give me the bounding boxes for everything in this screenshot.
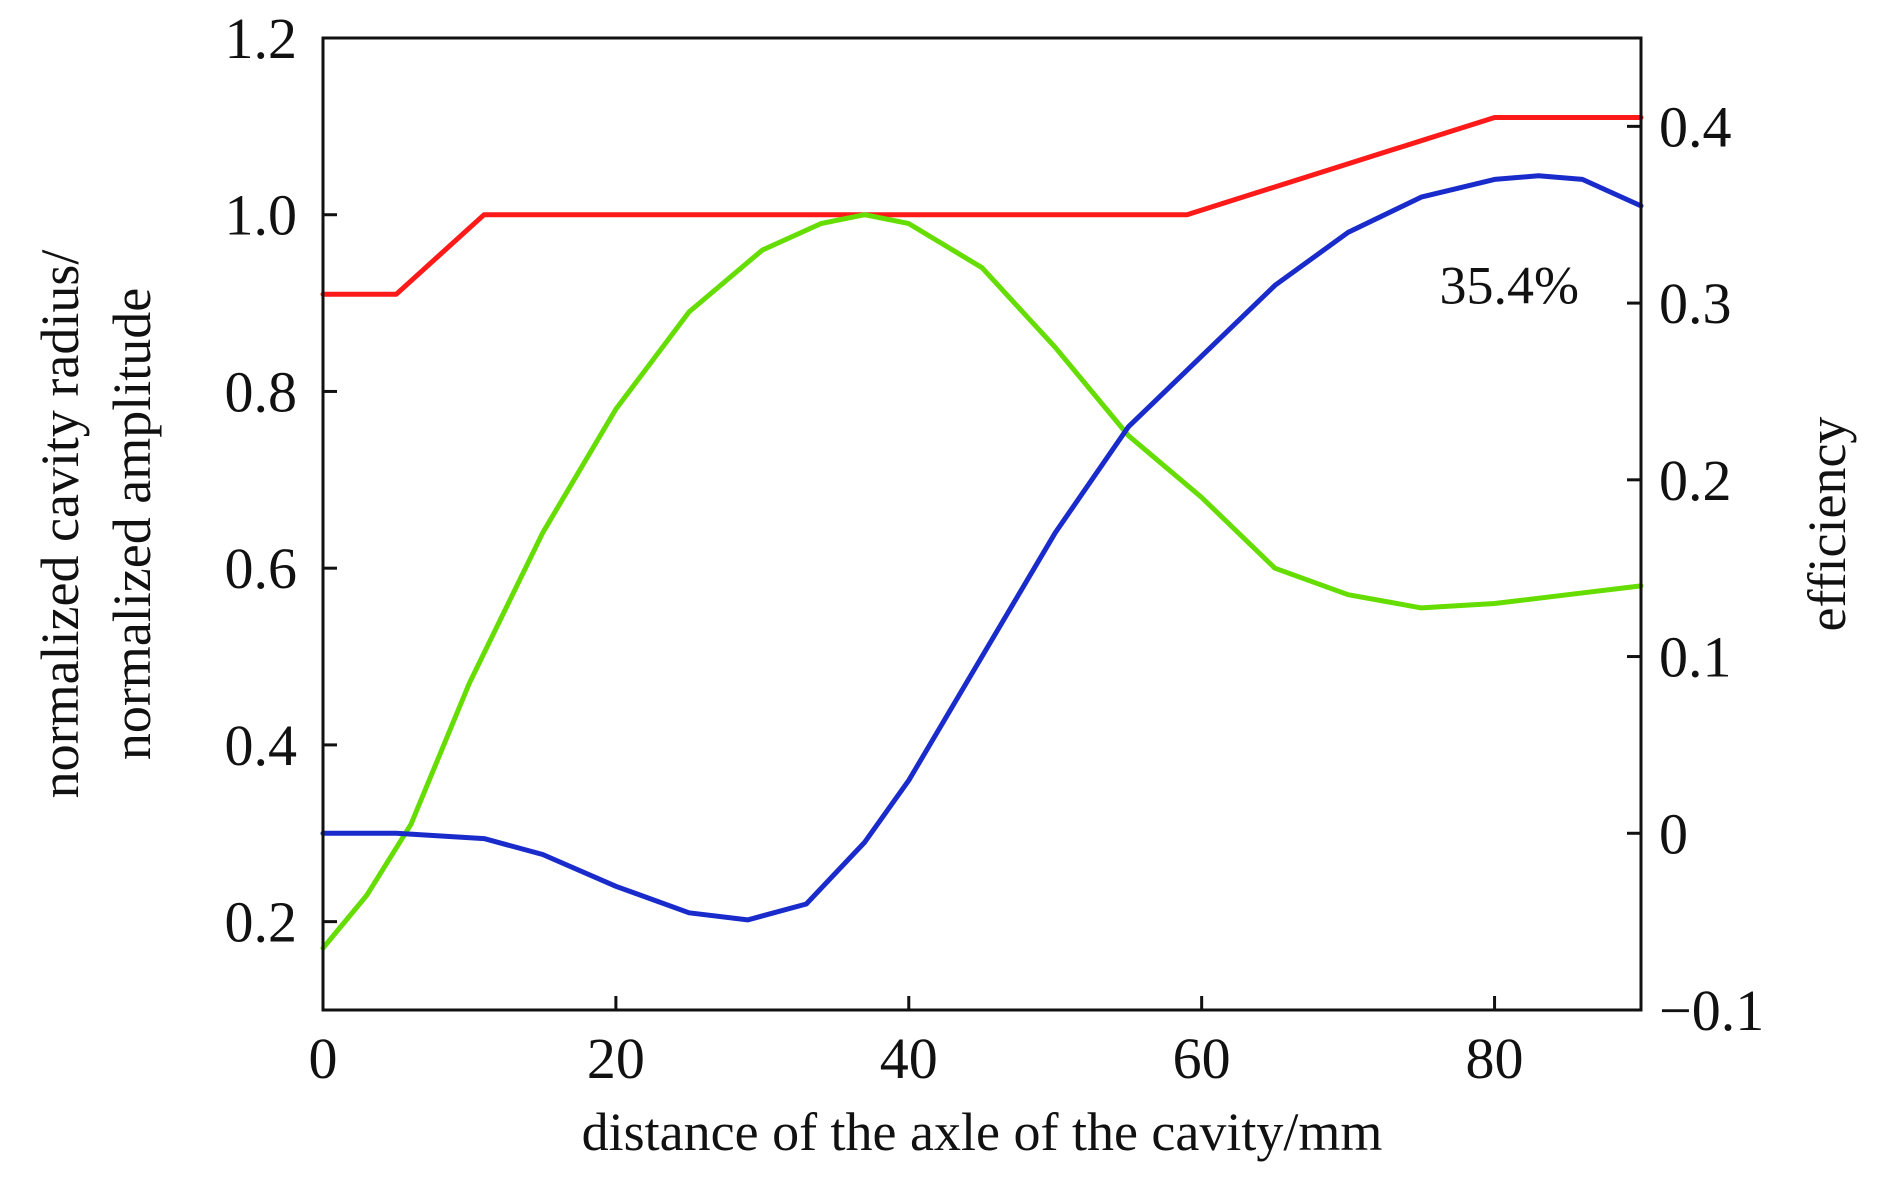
left-y-tick-label: 0.4 <box>225 713 298 778</box>
right-axis-title: efficiency <box>1797 417 1857 632</box>
x-tick-label: 20 <box>587 1026 645 1091</box>
efficiency-peak-annotation: 35.4% <box>1439 255 1578 315</box>
right-y-tick-label: 0 <box>1659 801 1688 866</box>
plot-frame <box>321 36 1643 1012</box>
left-y-tick-label: 0.8 <box>225 359 298 424</box>
right-y-tick-label: 0.3 <box>1659 271 1732 336</box>
right-y-tick-label: 0.2 <box>1659 448 1732 513</box>
x-tick-label: 80 <box>1466 1026 1524 1091</box>
series-line-amplitude <box>320 212 1644 951</box>
left-axis-title-line-1: normalized cavity radius/ <box>30 250 90 799</box>
series-line-efficiency <box>320 173 1644 923</box>
x-tick-label: 0 <box>309 1026 338 1091</box>
right-y-tick-label: 0.4 <box>1659 94 1732 159</box>
ticks-layer: 0 20 40 60 80 0.2 0.4 0.6 0.8 1.0 1.2 −0.1 0 0.1 0.2 0.… <box>225 6 1765 1091</box>
left-y-tick-label: 1.2 <box>225 6 298 71</box>
left-axis-title: normalized cavity radius/ normalized amp… <box>30 250 162 799</box>
right-y-tick-label: 0.1 <box>1659 625 1732 690</box>
left-y-tick-label: 1.0 <box>225 183 298 248</box>
right-y-tick-label: −0.1 <box>1659 978 1764 1043</box>
x-axis-title: distance of the axle of the cavity/mm <box>582 1102 1383 1162</box>
left-axis-title-line-2: normalized amplitude <box>102 288 162 760</box>
x-tick-label: 40 <box>880 1026 938 1091</box>
left-y-tick-label: 0.6 <box>225 536 298 601</box>
series-line-cavity-radius <box>320 115 1644 297</box>
x-tick-label: 60 <box>1173 1026 1231 1091</box>
left-y-tick-label: 0.2 <box>225 890 298 955</box>
series-layer <box>320 115 1644 951</box>
